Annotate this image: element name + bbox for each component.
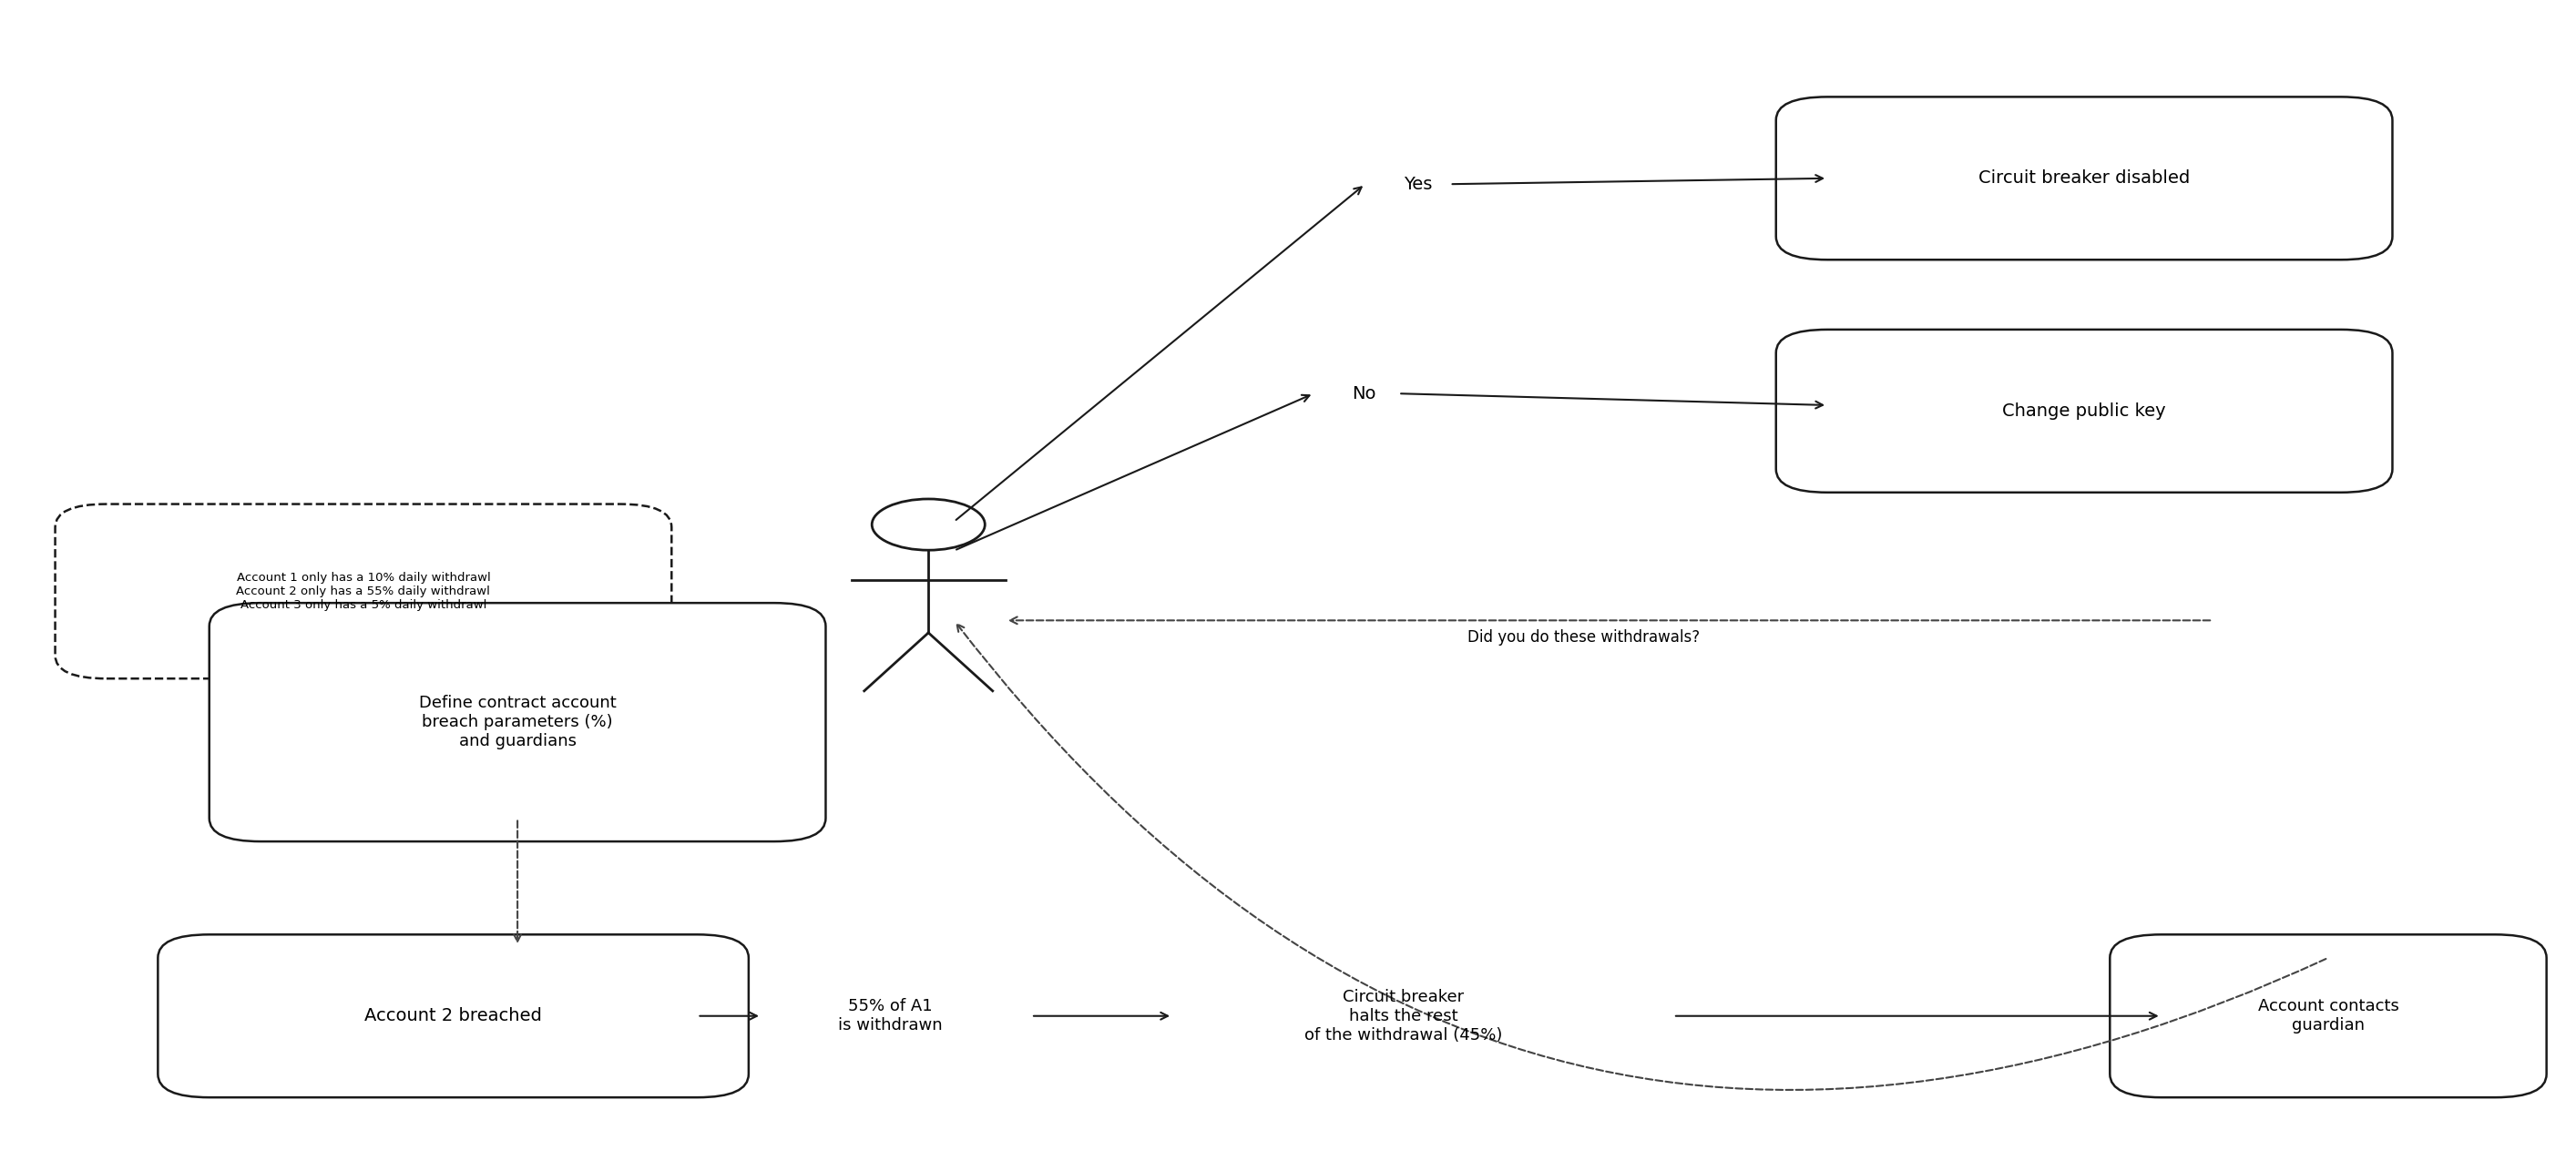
FancyBboxPatch shape [1775, 97, 2393, 260]
Text: Circuit breaker disabled: Circuit breaker disabled [1978, 170, 2190, 187]
FancyBboxPatch shape [54, 504, 672, 678]
Text: 55% of A1
is withdrawn: 55% of A1 is withdrawn [837, 999, 943, 1034]
Text: Account 2 breached: Account 2 breached [366, 1007, 541, 1025]
FancyBboxPatch shape [2110, 934, 2548, 1097]
Text: Change public key: Change public key [2002, 403, 2166, 419]
Text: No: No [1352, 385, 1376, 402]
Text: Circuit breaker
halts the rest
of the withdrawal (45%): Circuit breaker halts the rest of the wi… [1303, 988, 1502, 1043]
FancyBboxPatch shape [209, 603, 827, 842]
FancyBboxPatch shape [1775, 329, 2393, 493]
Text: Yes: Yes [1404, 176, 1432, 193]
Text: Did you do these withdrawals?: Did you do these withdrawals? [1468, 630, 1700, 646]
Text: Account 1 only has a 10% daily withdrawl
Account 2 only has a 55% daily withdraw: Account 1 only has a 10% daily withdrawl… [237, 571, 489, 611]
Text: Account contacts
guardian: Account contacts guardian [2257, 999, 2398, 1034]
FancyBboxPatch shape [157, 934, 750, 1097]
Text: Define contract account
breach parameters (%)
and guardians: Define contract account breach parameter… [420, 696, 616, 749]
